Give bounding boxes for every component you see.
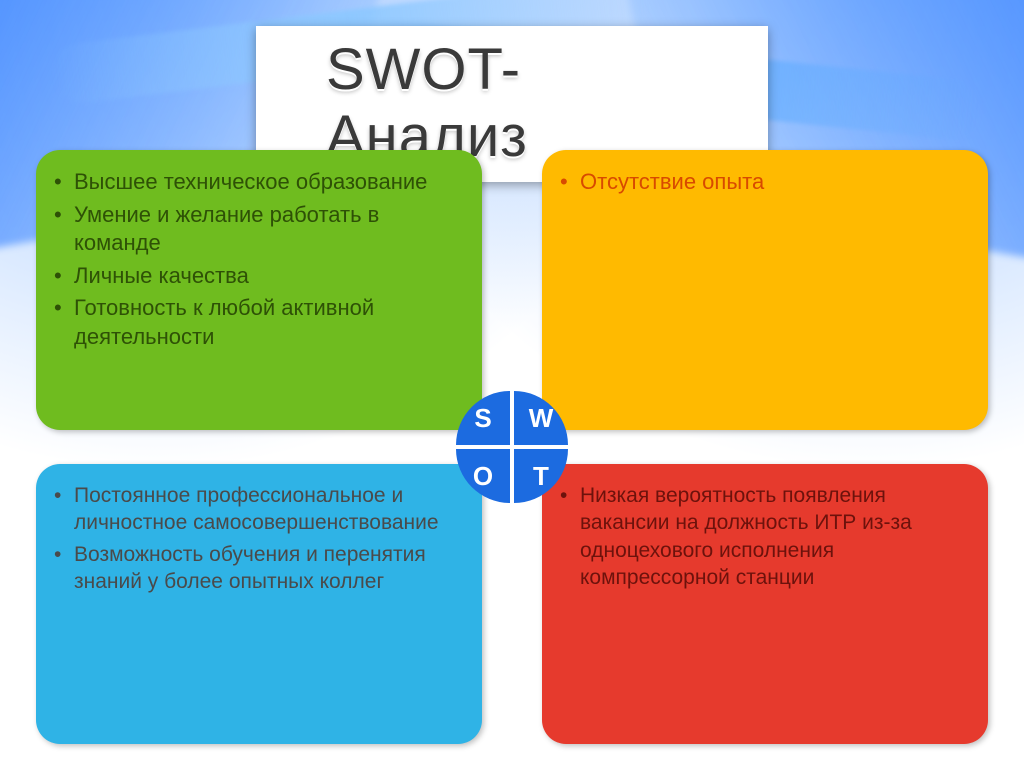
weaknesses-item: Отсутствие опыта <box>550 168 970 197</box>
strengths-item: Личные качества <box>44 262 464 291</box>
swot-grid: Высшее техническое образование Умение и ж… <box>36 150 988 744</box>
opportunities-item: Постоянное профессиональное и личностное… <box>44 482 464 537</box>
threats-list: Низкая вероятность появления вакансии на… <box>550 482 970 591</box>
opportunities-item: Возможность обучения и перенятия знаний … <box>44 541 464 596</box>
strengths-item: Высшее техническое образование <box>44 168 464 197</box>
center-letter-o-icon: O <box>456 449 510 503</box>
strengths-item: Готовность к любой активной деятельности <box>44 294 464 351</box>
quadrant-weaknesses: Отсутствие опыта <box>542 150 988 430</box>
center-letter-s-icon: S <box>456 391 510 445</box>
opportunities-list: Постоянное профессиональное и личностное… <box>44 482 464 595</box>
weaknesses-list: Отсутствие опыта <box>550 168 970 197</box>
quadrant-opportunities: Постоянное профессиональное и личностное… <box>36 464 482 744</box>
quadrant-threats: Низкая вероятность появления вакансии на… <box>542 464 988 744</box>
threats-item: Низкая вероятность появления вакансии на… <box>550 482 970 591</box>
center-letter-t-icon: T <box>514 449 568 503</box>
quadrant-strengths: Высшее техническое образование Умение и ж… <box>36 150 482 430</box>
slide: SWOT-Анализ Высшее техническое образован… <box>0 0 1024 768</box>
strengths-list: Высшее техническое образование Умение и ж… <box>44 168 464 352</box>
strengths-item: Умение и желание работать в команде <box>44 201 464 258</box>
center-letter-w-icon: W <box>514 391 568 445</box>
swot-center-badge: S W O T <box>456 391 568 503</box>
